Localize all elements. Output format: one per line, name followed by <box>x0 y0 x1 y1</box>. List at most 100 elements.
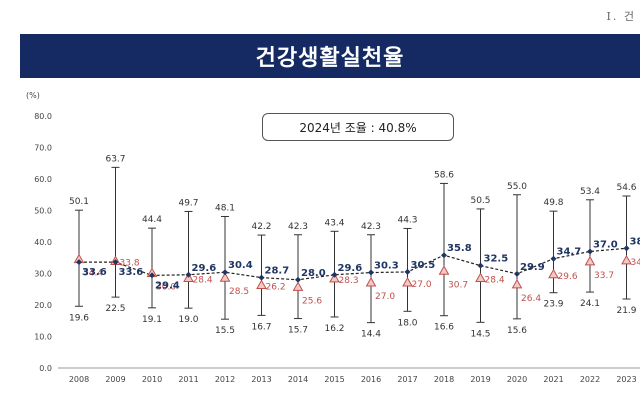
series-marker-blue <box>623 245 630 252</box>
min-value-label: 19.6 <box>69 313 89 323</box>
min-value-label: 22.5 <box>105 304 125 314</box>
series-value-label-red: 34.4 <box>83 269 103 279</box>
series-marker-blue <box>368 269 374 276</box>
max-value-label: 50.1 <box>69 197 89 207</box>
max-value-label: 54.6 <box>616 183 636 193</box>
page-title-banner: 건강생활실천율 <box>20 34 640 78</box>
x-tick-label: 2011 <box>178 375 198 384</box>
series-value-label-red: 26.4 <box>521 294 541 304</box>
series-value-label-red: 28.4 <box>485 276 505 286</box>
x-tick-label: 2012 <box>215 375 235 384</box>
series-value-label-blue: 33.6 <box>119 267 144 278</box>
min-value-label: 19.1 <box>142 315 162 325</box>
min-value-label: 14.4 <box>361 330 381 340</box>
page-title: 건강생활실천율 <box>255 46 405 71</box>
series-marker-red <box>511 278 523 289</box>
series-value-label-red: 27.0 <box>375 292 395 302</box>
series-marker-red <box>329 272 340 283</box>
y-tick-label: 20.0 <box>34 301 52 310</box>
series-marker-blue <box>441 252 447 259</box>
x-tick-label: 2021 <box>543 375 563 384</box>
y-tick-label: 0.0 <box>39 364 52 373</box>
series-value-label-blue: 30.3 <box>374 261 399 272</box>
min-value-label: 15.7 <box>288 326 308 336</box>
y-tick-label: 50.0 <box>34 207 52 216</box>
min-value-label: 16.7 <box>251 322 271 332</box>
x-tick-label: 2014 <box>288 375 308 384</box>
y-tick-label: 40.0 <box>34 238 52 247</box>
min-value-label: 15.6 <box>507 326 527 336</box>
series-value-label-red: 30.7 <box>448 280 468 290</box>
max-value-label: 43.4 <box>324 218 344 228</box>
annotation-text: 2024년 조율 : 40.8% <box>299 120 417 135</box>
series-marker-blue <box>295 276 301 283</box>
max-value-label: 55.0 <box>507 182 527 192</box>
series-value-label-red: 26.2 <box>266 282 286 292</box>
x-tick-label: 2022 <box>580 375 600 384</box>
series-marker-red <box>548 268 559 279</box>
y-tick-label: 10.0 <box>34 333 52 342</box>
series-value-label-blue: 30.4 <box>228 260 253 271</box>
min-value-label: 15.5 <box>215 326 235 336</box>
series-value-label-blue: 35.8 <box>447 243 472 254</box>
series-value-label-blue: 34.7 <box>557 247 582 258</box>
series-value-label-blue: 37.0 <box>593 239 618 250</box>
series-marker-blue <box>112 259 119 266</box>
max-value-label: 44.3 <box>397 215 417 225</box>
series-marker-blue <box>331 271 338 278</box>
max-value-label: 50.5 <box>470 196 490 206</box>
series-marker-blue <box>550 255 557 262</box>
series-marker-blue <box>185 271 192 278</box>
y-tick-label: 80.0 <box>34 112 52 121</box>
series-marker-blue <box>222 269 228 276</box>
series-marker-blue <box>258 274 265 281</box>
x-tick-label: 2009 <box>105 375 125 384</box>
x-tick-label: 2016 <box>361 375 381 384</box>
max-value-label: 53.4 <box>580 187 600 197</box>
series-line-blue <box>79 247 627 281</box>
x-tick-label: 2019 <box>470 375 490 384</box>
series-marker-red <box>402 276 413 287</box>
series-marker-blue <box>149 272 155 279</box>
min-value-label: 14.5 <box>470 329 490 339</box>
y-tick-label: 70.0 <box>34 144 52 153</box>
min-value-label: 21.9 <box>616 306 636 316</box>
series-marker-blue <box>404 268 411 275</box>
series-value-label-blue: 32.5 <box>484 254 509 265</box>
series-marker-red <box>438 265 450 275</box>
x-tick-label: 2013 <box>251 375 271 384</box>
min-value-label: 19.0 <box>178 315 198 325</box>
min-value-label: 24.1 <box>580 299 600 309</box>
series-value-label-red: 30.0 <box>156 283 176 293</box>
series-value-label-red: 25.6 <box>302 296 322 306</box>
max-value-label: 42.3 <box>361 222 381 232</box>
series-value-label-blue: 30.5 <box>411 260 436 271</box>
series-value-label-blue: 28.0 <box>301 268 326 279</box>
x-tick-label: 2020 <box>507 375 527 384</box>
series-value-label-red: 29.6 <box>558 272 578 282</box>
series-value-label-blue: 38 <box>630 236 640 247</box>
max-value-label: 58.6 <box>434 170 454 180</box>
series-value-label-blue: 29.6 <box>338 263 363 274</box>
x-tick-label: 2015 <box>324 375 344 384</box>
max-value-label: 42.3 <box>288 222 308 232</box>
x-tick-label: 2018 <box>434 375 454 384</box>
series-value-label-red: 27.0 <box>412 280 432 290</box>
max-value-label: 42.2 <box>251 222 271 232</box>
series-value-label-blue: 29.9 <box>520 262 545 273</box>
series-value-label-red: 33.8 <box>120 259 140 269</box>
series-marker-blue <box>587 248 593 255</box>
y-tick-label: 60.0 <box>34 175 52 184</box>
series-marker-blue <box>477 262 484 269</box>
series-value-label-red: 28.3 <box>339 276 359 286</box>
max-value-label: 44.4 <box>142 215 162 225</box>
series-marker-red <box>621 254 632 265</box>
series-value-label-red: 34 <box>631 258 640 268</box>
x-tick-label: 2017 <box>397 375 417 384</box>
y-axis-unit-label: (%) <box>26 91 40 100</box>
max-value-label: 63.7 <box>105 154 125 164</box>
min-value-label: 18.0 <box>397 318 417 328</box>
series-marker-red <box>292 281 304 291</box>
series-marker-red <box>219 272 231 282</box>
